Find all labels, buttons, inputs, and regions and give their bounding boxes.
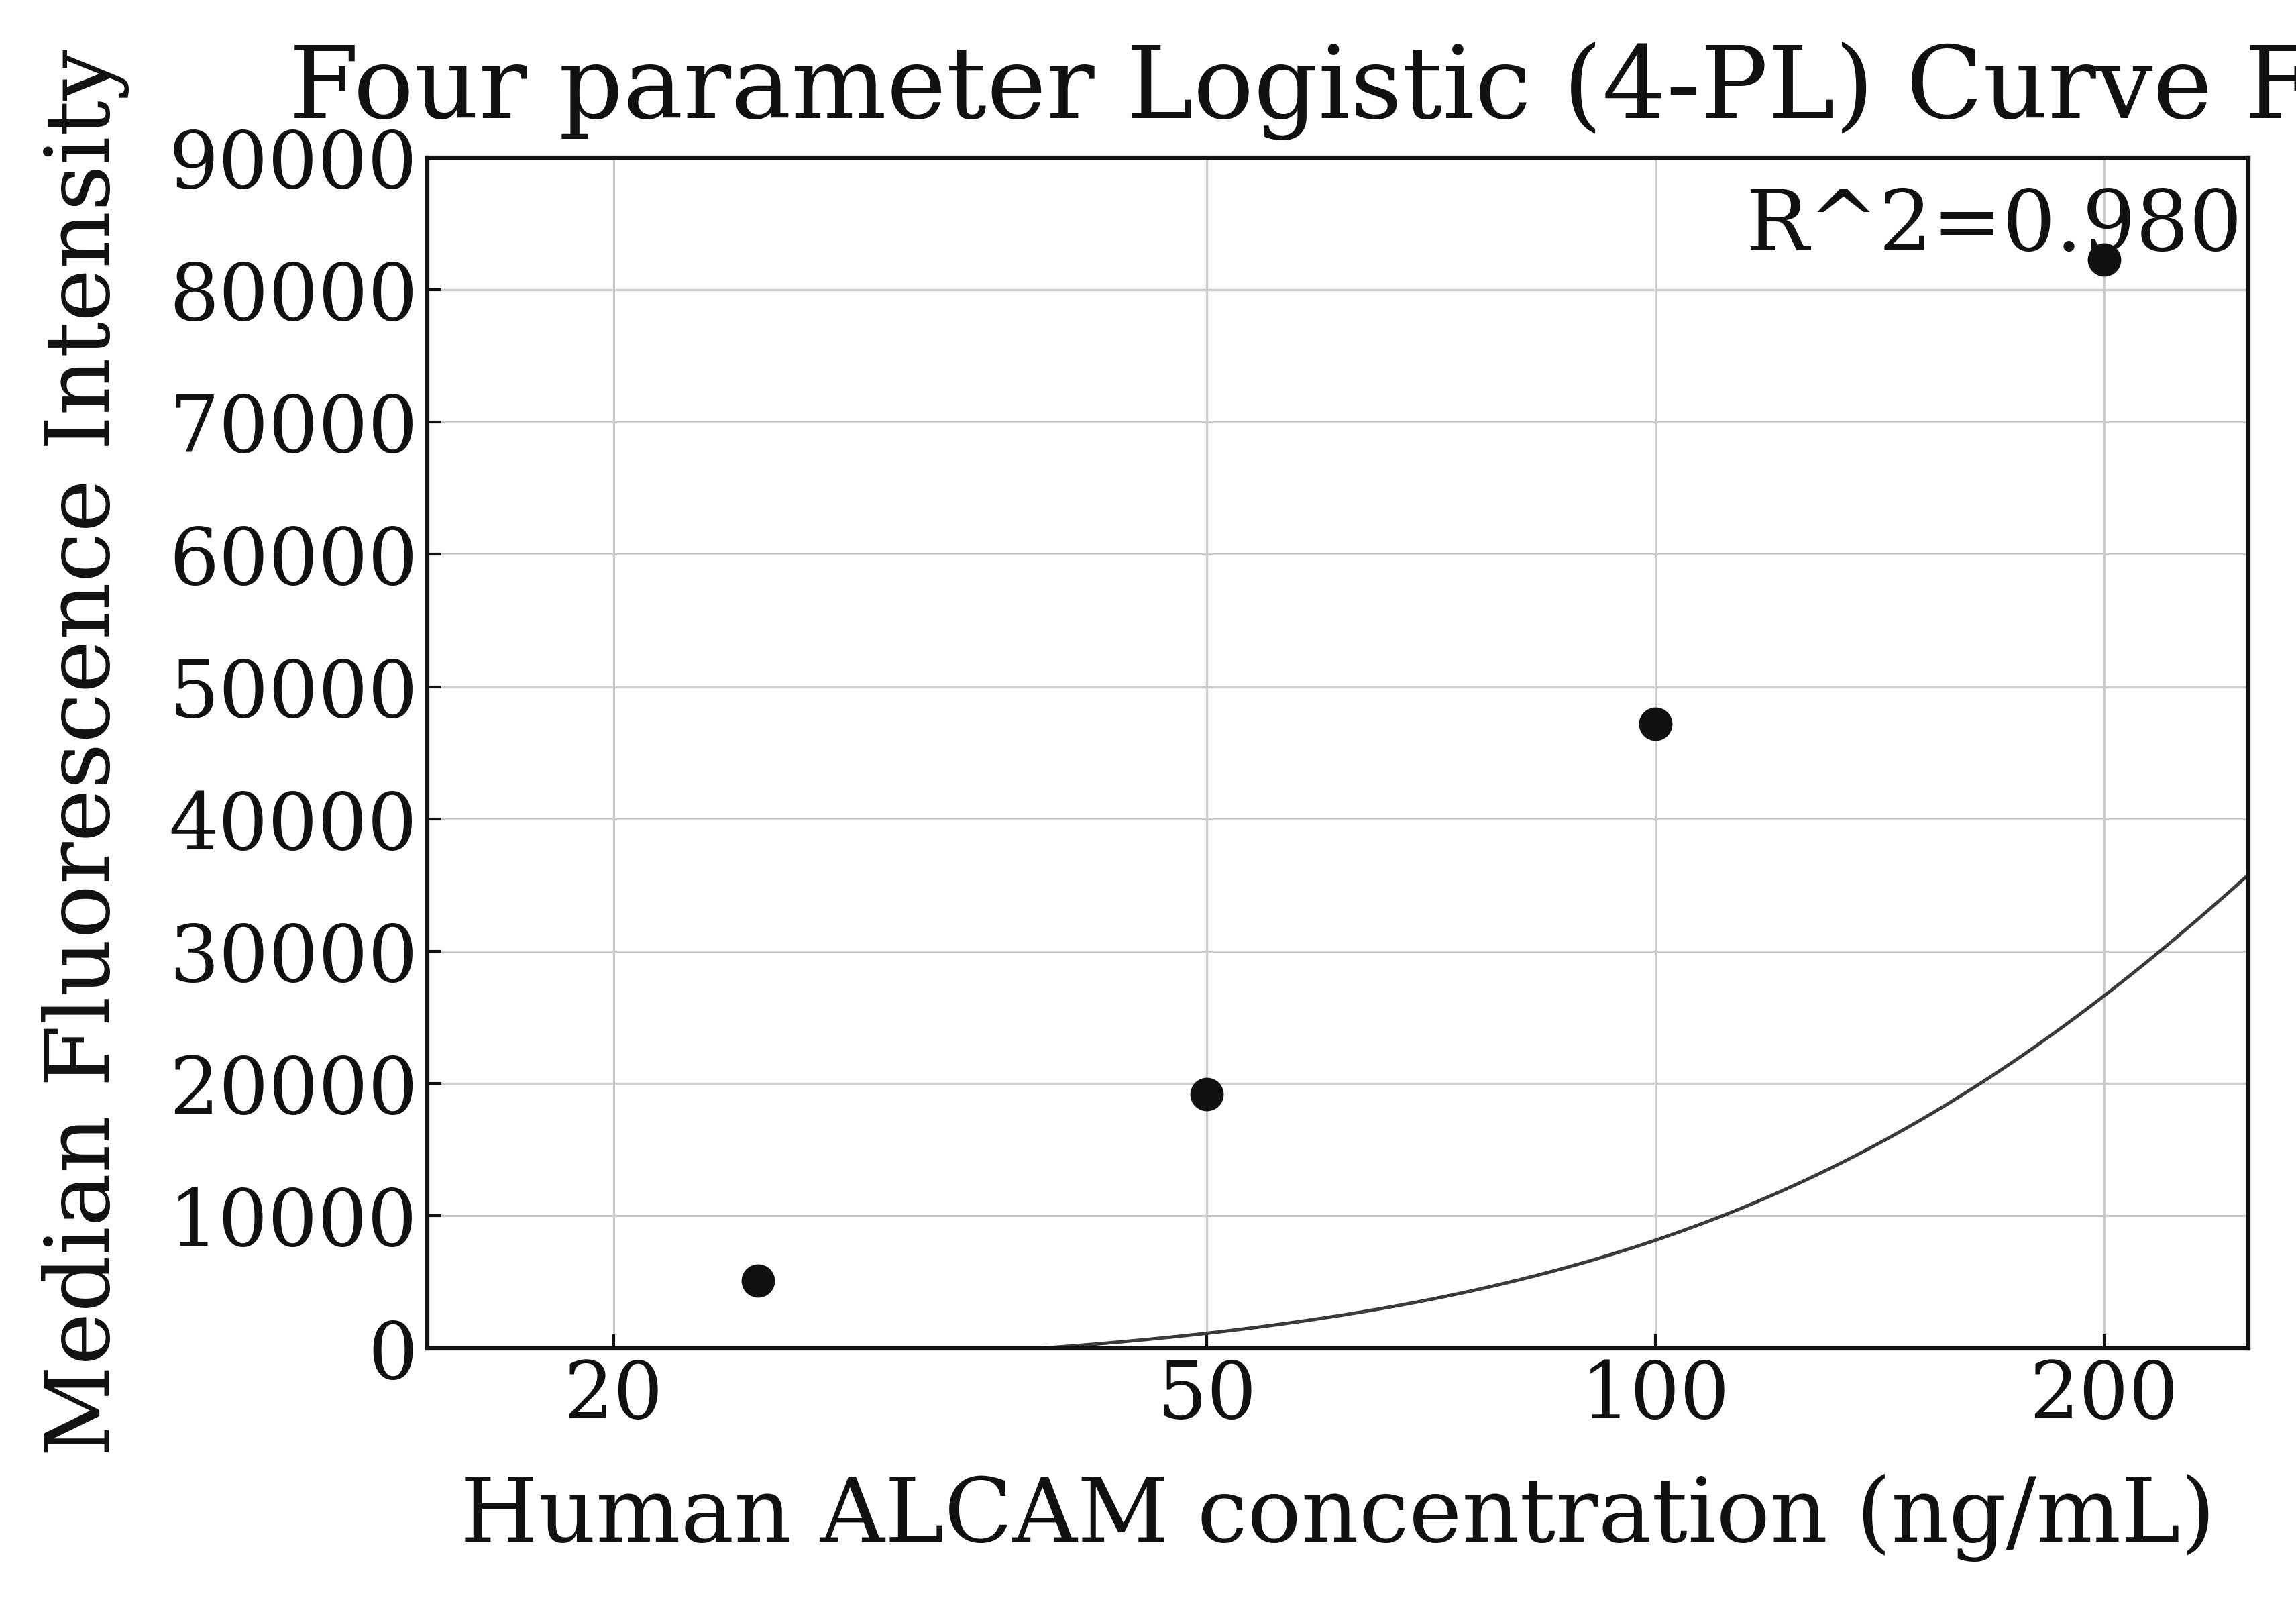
Point <box>1637 711 1674 736</box>
Text: R^2=0.980: R^2=0.980 <box>1745 186 2243 268</box>
Title: Four parameter Logistic (4-PL) Curve Fit: Four parameter Logistic (4-PL) Curve Fit <box>289 42 2296 141</box>
Point <box>739 1267 776 1293</box>
Point <box>1189 1081 1226 1107</box>
Point <box>2085 247 2122 273</box>
X-axis label: Human ALCAM concentration (ng/mL): Human ALCAM concentration (ng/mL) <box>459 1474 2216 1562</box>
Y-axis label: Median Fluorescence Intensity: Median Fluorescence Intensity <box>41 50 131 1456</box>
